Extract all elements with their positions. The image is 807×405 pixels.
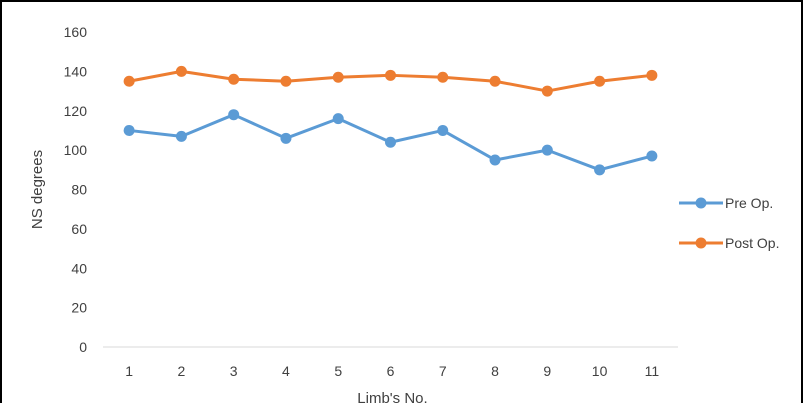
- series-pre-op: [123, 109, 658, 176]
- x-tick-label: 3: [230, 363, 238, 379]
- x-tick-label: 11: [645, 363, 660, 379]
- legend-label: Post Op.: [725, 235, 779, 251]
- data-point: [489, 154, 501, 166]
- data-point: [646, 69, 658, 81]
- data-point: [489, 75, 501, 87]
- series-post-op: [123, 65, 658, 97]
- data-point: [646, 150, 658, 162]
- legend-marker: [695, 237, 707, 249]
- data-point: [385, 136, 396, 148]
- data-point: [541, 144, 553, 156]
- x-tick-label: 1: [125, 363, 133, 379]
- y-axis-ticks: 0 20 40 60 80 100 120 140 160: [64, 24, 88, 355]
- y-tick-label: 80: [71, 182, 87, 198]
- y-tick-label: 120: [64, 103, 88, 119]
- x-tick-label: 10: [592, 363, 608, 379]
- x-tick-label: 9: [543, 363, 551, 379]
- x-tick-label: 5: [334, 363, 342, 379]
- data-point: [541, 85, 553, 97]
- data-point: [280, 132, 292, 144]
- data-point: [332, 71, 344, 83]
- data-point: [437, 124, 449, 136]
- data-point: [385, 69, 396, 81]
- x-tick-label: 8: [491, 363, 499, 379]
- data-point: [280, 75, 292, 87]
- data-point: [594, 164, 606, 176]
- y-tick-label: 60: [71, 221, 87, 237]
- data-point: [332, 113, 344, 125]
- y-axis-title: NS degrees: [29, 150, 46, 229]
- data-point: [594, 75, 606, 87]
- x-tick-label: 2: [178, 363, 186, 379]
- data-point: [437, 71, 449, 83]
- x-axis-ticks: 1 2 3 4 5 6 7 8 9 10 11: [125, 363, 659, 379]
- data-point: [228, 73, 240, 85]
- y-tick-label: 40: [71, 260, 87, 276]
- y-tick-label: 0: [79, 339, 87, 355]
- y-tick-label: 100: [64, 142, 88, 158]
- legend-item: Pre Op.: [679, 195, 773, 211]
- y-tick-label: 140: [64, 63, 88, 79]
- x-tick-label: 6: [387, 363, 395, 379]
- x-tick-label: 7: [439, 363, 447, 379]
- data-point: [175, 65, 187, 77]
- data-point: [123, 75, 135, 87]
- data-point: [123, 124, 135, 136]
- legend-item: Post Op.: [679, 235, 779, 251]
- legend-label: Pre Op.: [725, 195, 773, 211]
- x-tick-label: 4: [282, 363, 290, 379]
- y-tick-label: 20: [71, 300, 87, 316]
- data-point: [175, 130, 187, 142]
- data-point: [228, 109, 240, 121]
- series-layer: [123, 65, 658, 176]
- legend: Pre Op. Post Op.: [679, 195, 779, 251]
- legend-marker: [695, 197, 707, 209]
- y-tick-label: 160: [64, 24, 88, 40]
- x-axis-title: Limb's No.: [357, 390, 427, 405]
